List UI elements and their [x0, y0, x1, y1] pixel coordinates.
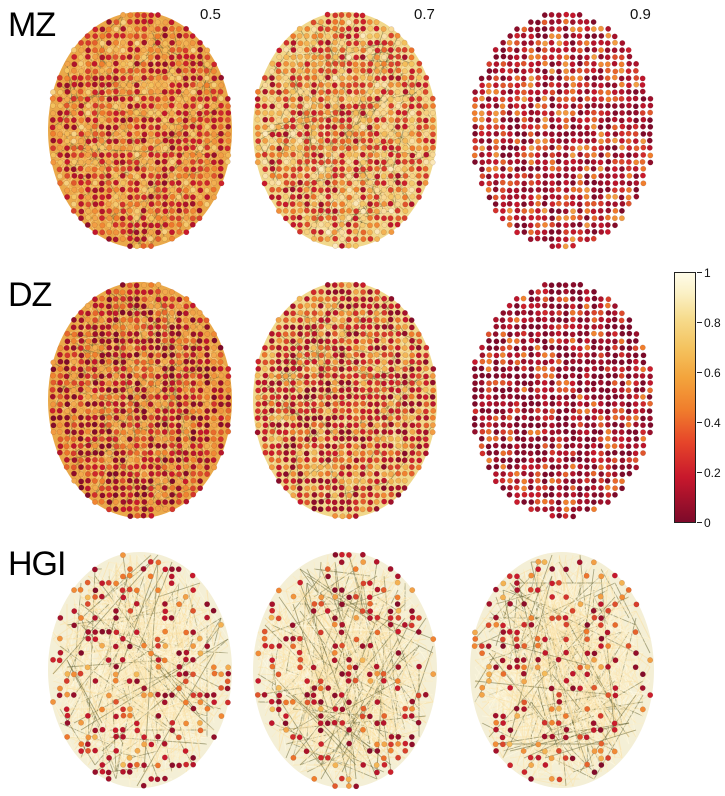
threshold-label-0-7: 0.7: [414, 6, 435, 23]
colorbar: [674, 272, 696, 523]
brain-network-mz-0-7: [245, 2, 445, 252]
colorbar-tick-label: 0.8: [704, 316, 721, 330]
brain-network-hgi-0-7: [245, 542, 445, 792]
brain-network-dz-0-9: [462, 272, 662, 522]
colorbar-tick-label: 0.2: [704, 466, 721, 480]
threshold-label-0-9: 0.9: [630, 6, 651, 23]
brain-network-hgi-0-9: [462, 542, 662, 792]
row-label-mz: MZ: [8, 6, 56, 44]
brain-network-dz-0-5: [40, 272, 240, 522]
row-label-hgi: HGI: [8, 545, 66, 583]
brain-network-dz-0-7: [245, 272, 445, 522]
colorbar-tick-label: 1: [704, 266, 711, 280]
brain-network-hgi-0-5: [40, 542, 240, 792]
colorbar-tick-label: 0: [704, 516, 711, 530]
row-label-dz: DZ: [8, 276, 52, 314]
colorbar-tick-label: 0.6: [704, 366, 721, 380]
brain-network-mz-0-5: [40, 2, 240, 252]
colorbar-tick-label: 0.4: [704, 416, 721, 430]
brain-network-mz-0-9: [462, 2, 662, 252]
threshold-label-0-5: 0.5: [200, 6, 221, 23]
